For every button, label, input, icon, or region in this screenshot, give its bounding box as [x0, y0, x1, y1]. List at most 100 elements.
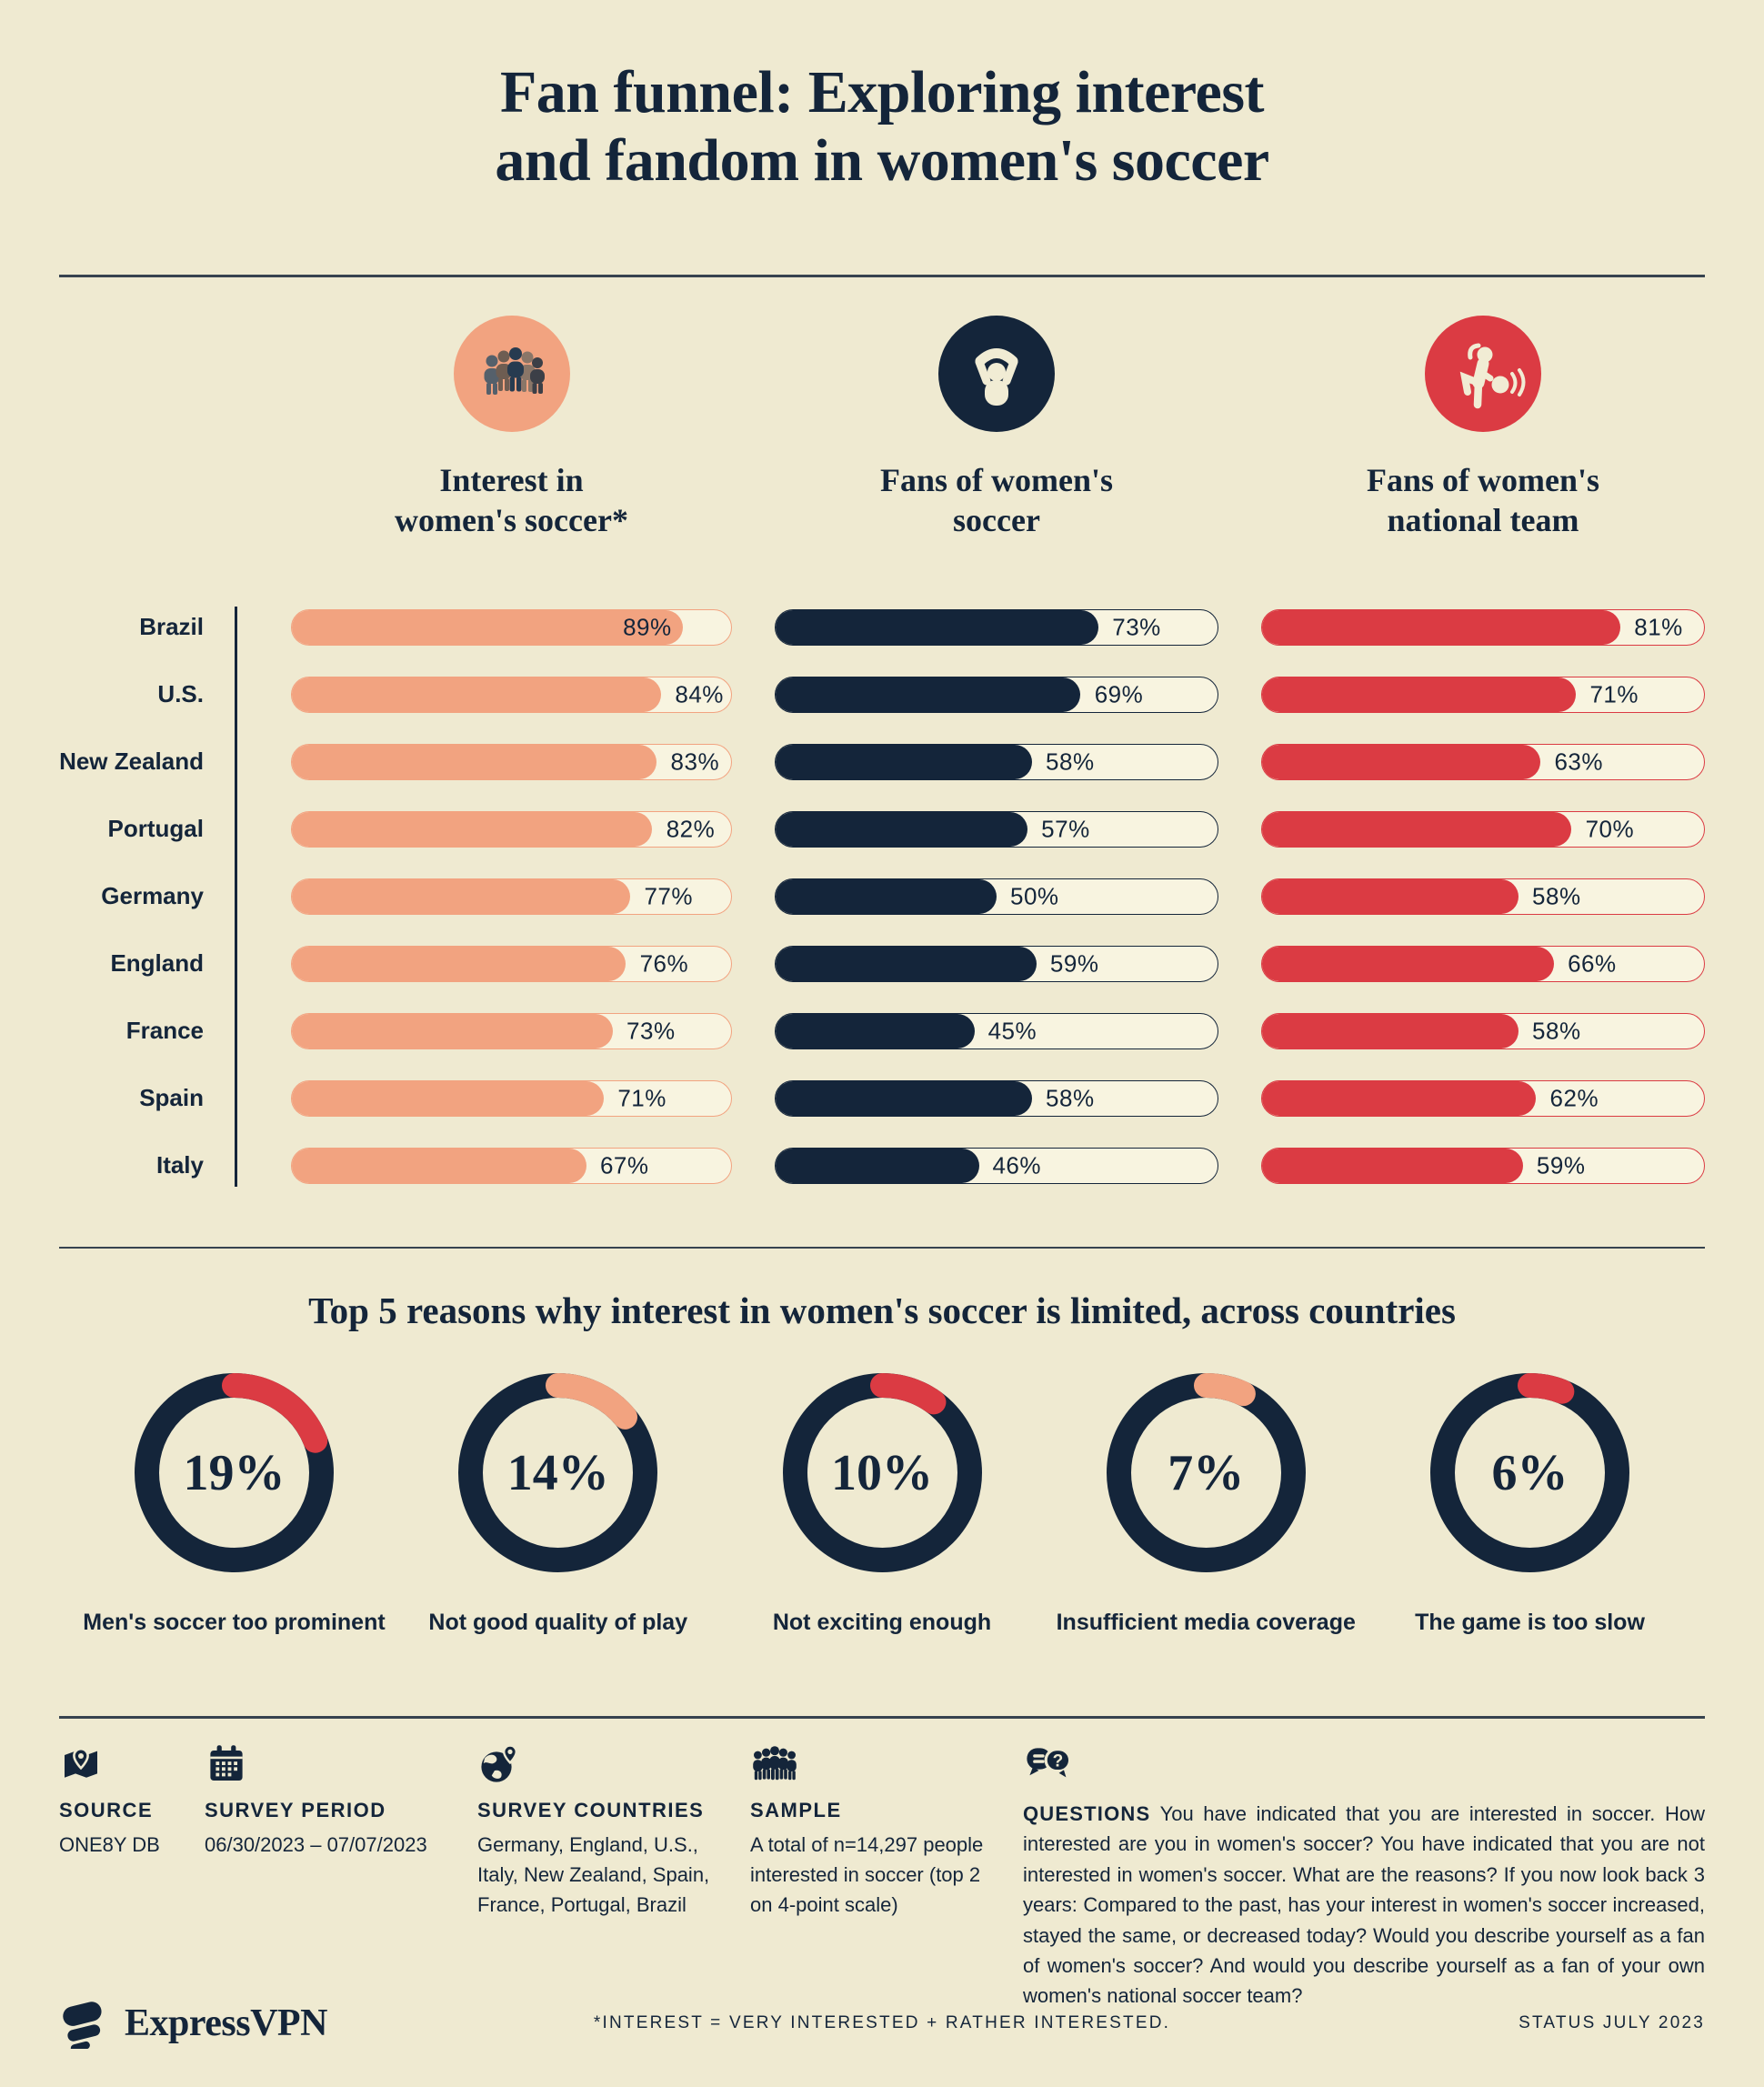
bar-value: 71% — [617, 1084, 667, 1112]
bar-cell: 57% — [775, 810, 1218, 848]
bar-fill — [1262, 811, 1572, 847]
donut-label: Not good quality of play — [428, 1610, 688, 1636]
bar-fill — [292, 677, 661, 712]
bar-value: 46% — [992, 1151, 1042, 1179]
reasons-donuts: 19% Men's soccer too prominent 14% Not good… — [59, 1370, 1705, 1636]
footer-value: 06/30/2023 – 07/07/2023 — [205, 1832, 427, 1856]
bar-fill — [776, 1148, 979, 1183]
bar-cell: 71% — [1261, 676, 1705, 713]
bar-value: 77% — [644, 882, 693, 910]
bar-value: 73% — [1112, 613, 1161, 641]
bar-track — [1261, 743, 1705, 780]
table-row: Brazil 89% 73% 81% — [59, 594, 1705, 661]
donut-value: 14% — [506, 1444, 609, 1501]
bar-cell: 89% — [291, 608, 732, 646]
bar-fill — [1262, 1080, 1537, 1116]
bar-value: 69% — [1094, 680, 1144, 708]
divider — [59, 275, 1705, 277]
bar-track — [775, 1012, 1218, 1049]
status-label: STATUS JULY 2023 — [1518, 2013, 1705, 2032]
bar-fill — [1262, 744, 1541, 779]
table-row: Spain 71% 58% 62% — [59, 1065, 1705, 1132]
reason-donut: 10% Not exciting enough — [726, 1370, 1039, 1636]
country-label: France — [125, 1017, 204, 1045]
funnel-rows: Brazil 89% 73% 81% U.S. 84% 69% 71% New Zealand 8… — [59, 594, 1705, 1199]
bar-value: 58% — [1532, 1017, 1581, 1045]
footer-label: SAMPLE — [750, 1798, 842, 1821]
bar-cell: 76% — [291, 945, 732, 982]
donut-chart: 7% — [1104, 1370, 1308, 1575]
bar-track — [775, 810, 1218, 848]
donut-value: 7% — [1168, 1444, 1245, 1501]
reason-donut: 19% Men's soccer too prominent — [77, 1370, 391, 1636]
bar-track — [775, 676, 1218, 713]
bar-track — [1261, 878, 1705, 915]
table-row: France 73% 45% 58% — [59, 998, 1705, 1065]
bar-track — [1261, 810, 1705, 848]
footer-value: You have indicated that you are interest… — [1023, 1801, 1705, 2008]
globe-icon — [477, 1739, 750, 1786]
bar-track — [775, 945, 1218, 982]
bar-cell: 58% — [775, 743, 1218, 780]
bar-cell: 45% — [775, 1012, 1218, 1049]
donut-label: Insufficient media coverage — [1056, 1610, 1356, 1636]
chat-icon: ? — [1023, 1739, 1705, 1786]
column-header-fans: Fans of women's soccer — [775, 315, 1218, 541]
footer-value: Germany, England, U.S., Italy, New Zeala… — [477, 1832, 710, 1916]
crowd-icon — [453, 315, 570, 432]
bar-cell: 66% — [1261, 945, 1705, 982]
page-title: Fan funnel: Exploring interest and fando… — [495, 59, 1269, 195]
bar-cell: 70% — [1261, 810, 1705, 848]
bar-value: 89% — [623, 613, 672, 641]
bar-value: 58% — [1046, 748, 1095, 776]
reason-donut: 6% The game is too slow — [1373, 1370, 1687, 1636]
bar-fill — [776, 1013, 975, 1049]
bar-fill — [292, 878, 630, 914]
footer-period: SURVEY PERIOD 06/30/2023 – 07/07/2023 — [205, 1739, 477, 2032]
footer-source: SOURCE ONE8Y DB — [59, 1739, 205, 2032]
bar-fill — [292, 1148, 586, 1183]
bar-cell: 59% — [775, 945, 1218, 982]
fan-icon — [938, 315, 1055, 432]
bar-track — [291, 810, 732, 848]
bar-value: 84% — [675, 680, 724, 708]
footnote: *INTEREST = VERY INTERESTED + RATHER INT… — [593, 2013, 1171, 2032]
bar-track — [291, 945, 732, 982]
bar-track — [775, 608, 1218, 646]
footer-questions: ? QUESTIONS You have indicated that you … — [1023, 1739, 1705, 2032]
bar-track — [291, 1079, 732, 1117]
donut-chart: 14% — [456, 1370, 660, 1575]
column-title: Fans of women's soccer — [879, 461, 1113, 538]
expressvpn-logo-icon — [63, 2002, 102, 2049]
bar-value: 81% — [1634, 613, 1683, 641]
bar-cell: 83% — [291, 743, 732, 780]
bar-value: 59% — [1049, 949, 1099, 978]
donut-value: 19% — [183, 1444, 286, 1501]
bar-track — [1261, 1079, 1705, 1117]
bar-fill — [1262, 946, 1554, 981]
bar-fill — [1262, 878, 1518, 914]
bar-value: 62% — [1549, 1084, 1599, 1112]
bar-track — [775, 743, 1218, 780]
country-label: Brazil — [139, 613, 204, 641]
country-label: New Zealand — [59, 748, 204, 776]
bar-track — [775, 878, 1218, 915]
reason-donut: 14% Not good quality of play — [401, 1370, 715, 1636]
bar-cell: 73% — [775, 608, 1218, 646]
column-title: Fans of women's national team — [1366, 461, 1599, 538]
bar-track — [1261, 945, 1705, 982]
column-header-interest: Interest in women's soccer* — [291, 315, 732, 541]
bar-fill — [1262, 1013, 1518, 1049]
bar-value: 73% — [626, 1017, 676, 1045]
bar-track — [1261, 676, 1705, 713]
bar-fill — [292, 1013, 613, 1049]
bar-value: 59% — [1536, 1151, 1586, 1179]
bar-cell: 73% — [291, 1012, 732, 1049]
bar-fill — [1262, 1148, 1523, 1183]
table-row: Germany 77% 50% 58% — [59, 863, 1705, 930]
footer-questions-text: QUESTIONS You have indicated that you ar… — [1023, 1799, 1705, 2012]
table-row: England 76% 59% 66% — [59, 930, 1705, 998]
donut-label: The game is too slow — [1415, 1610, 1645, 1636]
bar-fill — [1262, 609, 1620, 645]
bar-value: 58% — [1046, 1084, 1095, 1112]
